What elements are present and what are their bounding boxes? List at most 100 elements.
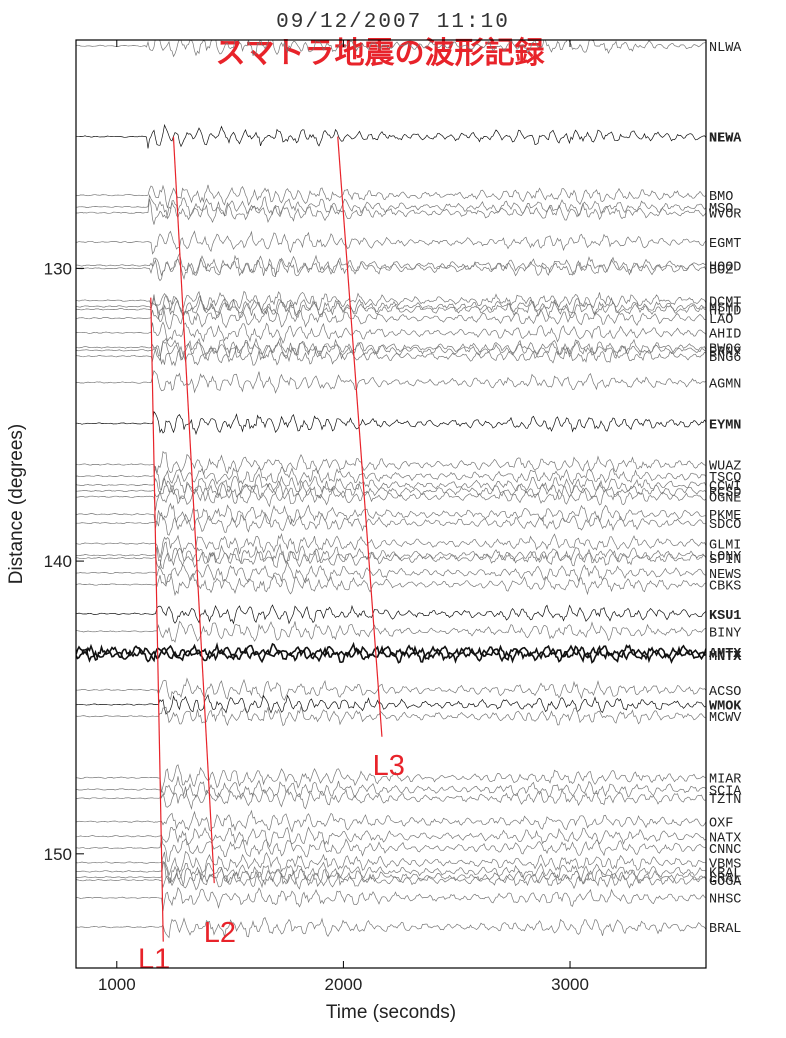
plot-frame <box>75 39 707 969</box>
station-label-egmt: EGMT <box>709 237 741 252</box>
axis-ticks: 1000 2000 3000 130 140 150 <box>44 40 589 994</box>
trace-ccwi <box>76 473 706 497</box>
trace-erny <box>76 340 706 362</box>
trace-scia <box>76 776 706 800</box>
trace-pkme <box>76 502 706 529</box>
station-label-new: NEW <box>709 132 734 147</box>
station-label-tztn: TZTN <box>709 793 741 808</box>
trace-new <box>76 123 706 149</box>
station-label-goga: GOGA <box>709 875 742 890</box>
chart-title: スマトラ地震の波形記録 <box>215 36 545 71</box>
y-tick-label: 130 <box>44 259 72 278</box>
station-label-lral: LRAL <box>709 872 741 887</box>
trace-mso <box>76 193 706 220</box>
trace-kral <box>76 860 706 883</box>
trace-cbks <box>76 573 706 597</box>
trace-vbms <box>76 851 706 876</box>
trace-msmt <box>76 294 706 316</box>
arrival-label-l2: L2 <box>204 917 236 949</box>
station-label-nhsc: NHSC <box>709 893 741 908</box>
trace-hood <box>76 252 706 277</box>
station-label-glmi: GLMI <box>709 539 741 554</box>
station-label-mntx: MNTX <box>709 650 742 665</box>
x-tick-label: 1000 <box>98 975 136 994</box>
station-label-cbks: CBKS <box>709 580 741 595</box>
x-tick-label: 3000 <box>551 975 589 994</box>
station-labels: NLWANEWNLWABMOMSOWVOREGMTHOODBOZDCMTMSMT… <box>709 41 742 937</box>
station-label-biny: BINY <box>709 626 741 641</box>
station-label-pkme: PKME <box>709 509 741 524</box>
trace-natx <box>76 826 706 848</box>
trace-dcmt <box>76 290 706 313</box>
station-label-wmok: WMOK <box>709 700 742 715</box>
station-label-hood: HOOD <box>709 260 741 275</box>
trace-mntx <box>76 644 706 665</box>
trace-ogne <box>76 484 706 511</box>
y-tick-label: 140 <box>44 552 72 571</box>
trace-biny <box>76 620 706 643</box>
trace-goga <box>76 867 706 891</box>
trace-news <box>76 561 706 586</box>
station-label-nlwa: NLWA <box>709 41 742 56</box>
trace-wuaz <box>76 450 706 475</box>
station-label-wuaz: WUAZ <box>709 459 741 474</box>
station-label-scia: SCIA <box>709 784 742 799</box>
arrival-line-l2 <box>172 136 215 884</box>
station-label-amtx: AMTX <box>709 647 742 662</box>
date-time-header: 09/12/2007 11:10 <box>276 11 510 34</box>
station-label-bng6: BNG6 <box>709 351 741 366</box>
station-label-lao: LAO <box>709 313 733 328</box>
arrival-line-l3 <box>337 136 383 737</box>
station-label-bral: BRAL <box>709 922 741 937</box>
arrival-label-l1: L1 <box>138 943 170 975</box>
station-label-mcwv: MCWV <box>709 711 742 726</box>
station-label-msmt: MSMT <box>709 301 741 316</box>
station-label-news: NEWS <box>709 568 741 583</box>
station-label-bmo: BMO <box>709 190 733 205</box>
trace-bw06 <box>76 336 706 361</box>
station-label-sfin: SFIN <box>709 553 741 568</box>
trace-wmok <box>76 694 706 715</box>
station-label-ogne: OGNE <box>709 492 741 507</box>
trace-sdco <box>76 512 706 536</box>
arrival-annotations: L1 L2 L3 <box>138 136 405 975</box>
station-label-ahid: AHID <box>709 328 741 343</box>
trace-bmo <box>76 184 706 209</box>
trace-mcwv <box>76 705 706 727</box>
station-label-dcmt: DCMT <box>709 296 741 311</box>
trace-lao <box>76 306 706 330</box>
trace-cnnc <box>76 837 706 862</box>
station-label-wvor: WVOR <box>709 208 741 223</box>
trace-wvor <box>76 198 706 225</box>
trace-eymn <box>76 410 706 436</box>
trace-lral <box>76 861 706 889</box>
trace-nhsc <box>76 886 706 912</box>
trace-ksu1 <box>76 604 706 625</box>
station-label-rcsd: RCSD <box>709 486 741 501</box>
trace-rcsd <box>76 476 706 502</box>
station-label-miar: MIAR <box>709 773 741 788</box>
trace-glmi <box>76 532 706 558</box>
x-tick-label: 2000 <box>324 975 362 994</box>
x-axis-label: Time (seconds) <box>326 1002 456 1023</box>
y-tick-label: 150 <box>44 845 72 864</box>
waveform-traces <box>76 40 706 939</box>
station-label-nlwa: NLWA <box>709 132 742 147</box>
trace-oxf <box>76 809 706 833</box>
station-label-tsco: TSCO <box>709 471 741 486</box>
station-label-mso: MSO <box>709 202 733 217</box>
trace-egmt <box>76 230 706 255</box>
trace-ahid <box>76 321 706 344</box>
station-label-vbms: VBMS <box>709 858 741 873</box>
station-label-ccwi: CCWI <box>709 480 741 495</box>
trace-bng6 <box>76 344 706 367</box>
station-label-eymn: EYMN <box>709 418 741 433</box>
y-axis-label: Distance (degrees) <box>6 424 27 585</box>
station-label-erny: ERNY <box>709 345 741 360</box>
trace-miar <box>76 764 706 793</box>
station-label-hlid: HLID <box>709 304 741 319</box>
trace-hlid <box>76 297 706 323</box>
station-label-acso: ACSO <box>709 685 741 700</box>
station-label-agmn: AGMN <box>709 378 741 393</box>
